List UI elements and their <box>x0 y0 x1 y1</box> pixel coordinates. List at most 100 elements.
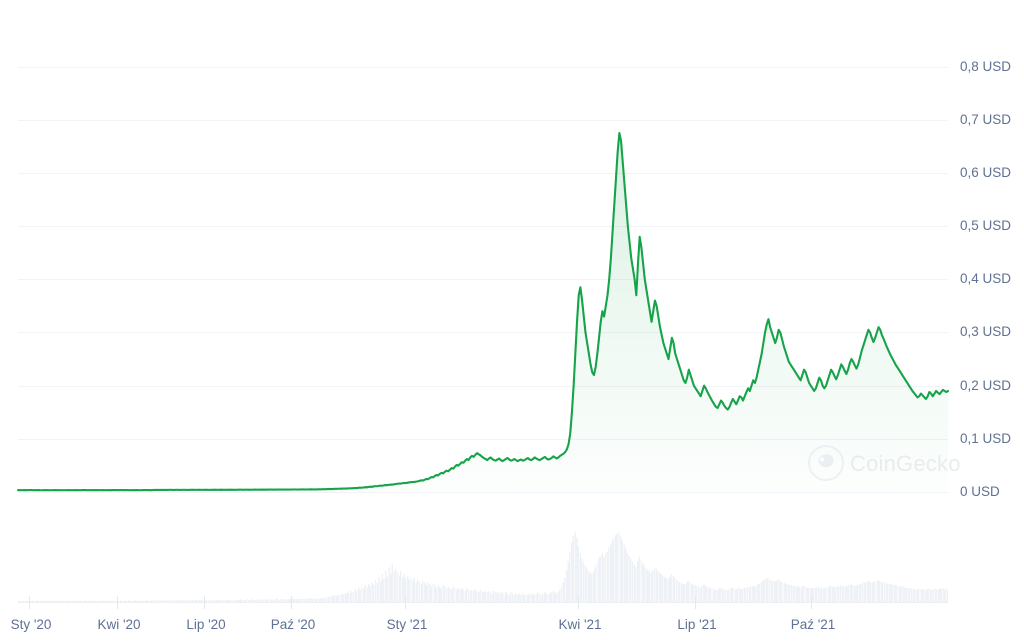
volume-bar <box>242 599 245 602</box>
volume-bar <box>356 590 358 602</box>
volume-bar <box>513 595 515 602</box>
volume-bar <box>303 599 306 602</box>
y-axis-tick-label: 0 USD <box>960 484 1000 499</box>
volume-bar <box>689 582 691 602</box>
volume-bar <box>342 594 345 602</box>
y-axis-tick-label: 0,5 USD <box>960 218 1011 233</box>
volume-bar <box>515 593 517 602</box>
volume-bar <box>491 593 493 602</box>
volume-bar <box>298 598 301 602</box>
volume-bar <box>647 569 649 602</box>
x-axis-tick-label: Sty '20 <box>11 617 52 632</box>
volume-bar <box>751 585 754 602</box>
volume-bar <box>454 588 456 602</box>
volume-bar <box>21 601 23 602</box>
volume-bar <box>143 601 145 602</box>
volume-bar <box>920 589 923 602</box>
volume-bar <box>207 600 209 602</box>
volume-bar <box>457 588 460 602</box>
volume-bar <box>821 588 823 602</box>
volume-bar <box>254 599 257 602</box>
volume-bar <box>785 583 788 602</box>
volume-bar <box>362 588 365 602</box>
volume-bar <box>782 582 784 602</box>
volume-navigator[interactable] <box>18 532 948 602</box>
volume-bar <box>80 600 82 602</box>
volume-bar <box>504 592 507 602</box>
volume-bar <box>246 599 248 602</box>
volume-bar <box>570 542 573 602</box>
volume-bar <box>444 586 446 602</box>
x-axis-tick-label: Kwi '21 <box>558 617 601 632</box>
volume-bar <box>613 537 615 602</box>
volume-bar <box>557 592 559 602</box>
volume-bar <box>498 592 500 602</box>
volume-bar <box>215 599 218 602</box>
volume-bar <box>499 593 502 602</box>
volume-bar <box>893 585 896 602</box>
price-line <box>16 132 950 492</box>
volume-bar <box>393 571 395 602</box>
volume-bar <box>559 589 561 602</box>
volume-bar <box>677 581 679 602</box>
volume-bar <box>415 582 417 602</box>
volume-bar <box>46 601 49 602</box>
volume-bar <box>275 599 277 602</box>
volume-bar <box>182 600 184 602</box>
volume-bar <box>126 601 128 602</box>
volume-bar <box>941 588 943 602</box>
volume-bar <box>687 581 690 602</box>
volume-bar <box>834 587 837 602</box>
volume-bar <box>330 595 333 602</box>
volume-bar <box>804 586 806 602</box>
volume-bar <box>102 600 104 602</box>
volume-bar <box>361 586 363 602</box>
volume-bar <box>68 601 71 602</box>
volume-bar <box>488 590 490 602</box>
volume-bar <box>756 584 759 602</box>
volume-bar <box>481 590 483 602</box>
volume-bar <box>523 595 526 602</box>
volume-bar <box>411 581 414 602</box>
volume-bar <box>789 585 791 602</box>
volume-bar <box>897 585 899 602</box>
volume-bar <box>503 593 505 602</box>
volume-bar <box>770 580 772 602</box>
volume-bar <box>767 578 769 602</box>
volume-bar <box>83 601 86 602</box>
volume-bar <box>58 601 61 602</box>
volume-bar <box>376 582 378 602</box>
volume-bar <box>865 581 867 602</box>
volume-bar <box>745 587 747 602</box>
volume-bar <box>39 601 42 602</box>
watermark-label: CoinGecko <box>850 451 961 476</box>
volume-bar <box>802 585 805 602</box>
volume-bar <box>422 581 424 602</box>
volume-bar <box>286 599 289 602</box>
volume-bar <box>665 578 668 602</box>
volume-bar <box>149 600 152 602</box>
volume-bar <box>75 600 77 602</box>
volume-bar <box>300 599 302 602</box>
volume-bar <box>775 581 777 602</box>
volume-bar <box>132 600 135 602</box>
volume-bar <box>427 582 429 602</box>
x-axis-tick-label: Sty '21 <box>387 617 428 632</box>
volume-bar <box>51 601 54 602</box>
volume-bar <box>430 586 433 602</box>
volume-bar <box>636 561 639 602</box>
volume-bar <box>320 597 323 602</box>
volume-bar <box>459 589 461 602</box>
volume-bar <box>244 599 247 602</box>
volume-bar <box>525 593 527 602</box>
volume-bar <box>719 588 722 602</box>
volume-bar <box>723 589 725 602</box>
volume-bar <box>496 593 498 602</box>
volume-bar <box>67 600 69 602</box>
volume-bar <box>526 595 529 602</box>
volume-bar <box>616 533 619 602</box>
price-series[interactable] <box>16 132 950 492</box>
volume-bar <box>721 588 723 602</box>
